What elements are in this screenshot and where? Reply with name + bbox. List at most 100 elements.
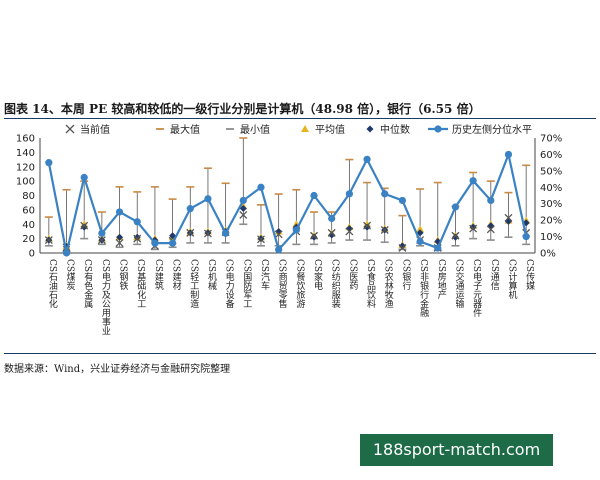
percentile-point xyxy=(292,226,300,234)
y-left-tick-label: 100 xyxy=(16,177,35,188)
x-category-label: CS电力及公用事业 xyxy=(100,259,111,335)
legend-median-icon xyxy=(366,125,374,133)
x-category-label: CS建材 xyxy=(171,259,182,290)
pe-chart: 0 20 40 60 80 100 120 140 160 0% 10% 20% 30% 40% 50% 60… xyxy=(16,123,562,335)
percentile-point xyxy=(275,246,283,254)
x-category-label: CS非银行金融 xyxy=(418,259,429,318)
percentile-line xyxy=(47,150,528,254)
median-marker xyxy=(310,233,318,241)
percentile-point xyxy=(451,203,460,211)
median-marker xyxy=(469,223,477,231)
y-left-tick-label: 0 xyxy=(29,249,35,260)
x-category-label: CS餐饮旅游 xyxy=(294,259,305,309)
median-marker xyxy=(398,242,406,250)
x-category-label: CS电子元器件 xyxy=(471,259,482,318)
median-marker xyxy=(239,204,247,212)
median-marker xyxy=(133,233,141,241)
x-category-label: CS纺织服装 xyxy=(330,259,341,309)
x-category-label: CS银行 xyxy=(400,259,411,291)
legend-median-label: 中位数 xyxy=(380,123,410,136)
percentile-point xyxy=(416,237,424,246)
current-marker xyxy=(469,224,478,233)
x-category-label: CS石油石化 xyxy=(47,259,58,309)
x-category-label: CS国防军工 xyxy=(241,259,252,308)
y-right-tick-label: 30% xyxy=(540,199,562,210)
current-marker xyxy=(327,228,336,237)
percentile-point xyxy=(239,196,247,205)
current-marker xyxy=(80,221,89,230)
median-marker xyxy=(328,231,336,239)
percentile-point xyxy=(151,239,159,247)
median-marker xyxy=(416,229,424,237)
percentile-point xyxy=(133,218,141,226)
percentile-point xyxy=(204,195,212,203)
y-left-tick-label: 80 xyxy=(22,191,35,202)
figure-title: 图表 14、本周 PE 较高和较低的一级行业分别是计算机（48.98 倍），银行… xyxy=(4,102,481,116)
x-category-label: CS电力设备 xyxy=(224,259,235,308)
x-category-label: CS钢铁 xyxy=(118,259,129,291)
y-right-tick-label: 10% xyxy=(540,232,562,243)
median-marker xyxy=(504,217,512,225)
median-marker xyxy=(116,233,124,241)
percentile-point xyxy=(381,190,389,198)
x-category-label: CS传媒 xyxy=(524,259,535,291)
current-marker xyxy=(44,236,53,245)
y-left-tick-label: 140 xyxy=(16,148,35,159)
source-rule xyxy=(4,353,596,354)
percentile-point xyxy=(487,196,495,205)
y-left-tick-label: 160 xyxy=(16,134,35,145)
y-left-tick-label: 120 xyxy=(16,162,35,173)
x-category-label: CS医药 xyxy=(347,259,358,291)
percentile-point xyxy=(80,173,88,182)
percentile-point xyxy=(168,239,177,247)
y-left-tick-label: 40 xyxy=(22,220,35,231)
y-right-tick-label: 60% xyxy=(540,150,562,161)
percentile-point xyxy=(469,177,477,185)
x-category-label: CS通信 xyxy=(489,259,500,291)
legend-current-label: 当前值 xyxy=(80,123,110,136)
legend-average-icon xyxy=(301,125,309,132)
current-marker xyxy=(363,221,372,230)
x-category-label: CS有色金属 xyxy=(82,259,93,309)
x-category-label: CS建筑 xyxy=(153,259,164,291)
legend-max-label: 最大值 xyxy=(170,123,200,136)
legend-percentile-label: 历史左侧分位水平 xyxy=(452,123,532,136)
x-category-label: CS交通运输 xyxy=(453,259,464,309)
y-right-tick-label: 20% xyxy=(540,216,562,227)
x-category-label: CS房地产 xyxy=(436,259,447,300)
average-marker xyxy=(416,225,425,233)
current-marker xyxy=(451,231,460,240)
y-right-tick-label: 50% xyxy=(540,166,562,177)
current-marker xyxy=(186,228,195,237)
current-marker xyxy=(115,238,124,247)
current-marker xyxy=(203,229,212,238)
percentile-point xyxy=(45,159,53,167)
x-category-label: CS基础化工 xyxy=(135,259,146,308)
percentile-point xyxy=(98,229,106,237)
y-left-tick-label: 60 xyxy=(22,205,35,216)
median-marker xyxy=(363,223,371,231)
percentile-point xyxy=(363,155,371,163)
title-rule xyxy=(4,118,596,119)
y-left-tick-label: 20 xyxy=(22,234,35,245)
percentile-point xyxy=(522,232,530,241)
percentile-point xyxy=(328,214,336,223)
percentile-point xyxy=(345,190,353,198)
current-marker xyxy=(310,231,318,240)
legend-percentile-icon xyxy=(434,125,442,133)
percentile-point xyxy=(186,205,194,213)
current-marker xyxy=(133,234,142,243)
legend-average-label: 平均值 xyxy=(315,123,345,136)
y-right-tick-label: 0% xyxy=(540,249,556,260)
x-category-label: CS计算机 xyxy=(506,259,517,300)
percentile-point xyxy=(504,150,513,159)
current-marker xyxy=(274,230,283,239)
x-category-label: CS机械 xyxy=(206,259,217,291)
x-category-label: CS汽车 xyxy=(259,259,270,291)
current-marker xyxy=(239,210,248,219)
current-marker xyxy=(345,227,354,236)
x-category-label: CS商贸零售 xyxy=(277,259,288,309)
x-category-label: CS农林牧渔 xyxy=(383,259,394,308)
current-marker xyxy=(257,235,265,244)
percentile-point xyxy=(222,229,230,237)
